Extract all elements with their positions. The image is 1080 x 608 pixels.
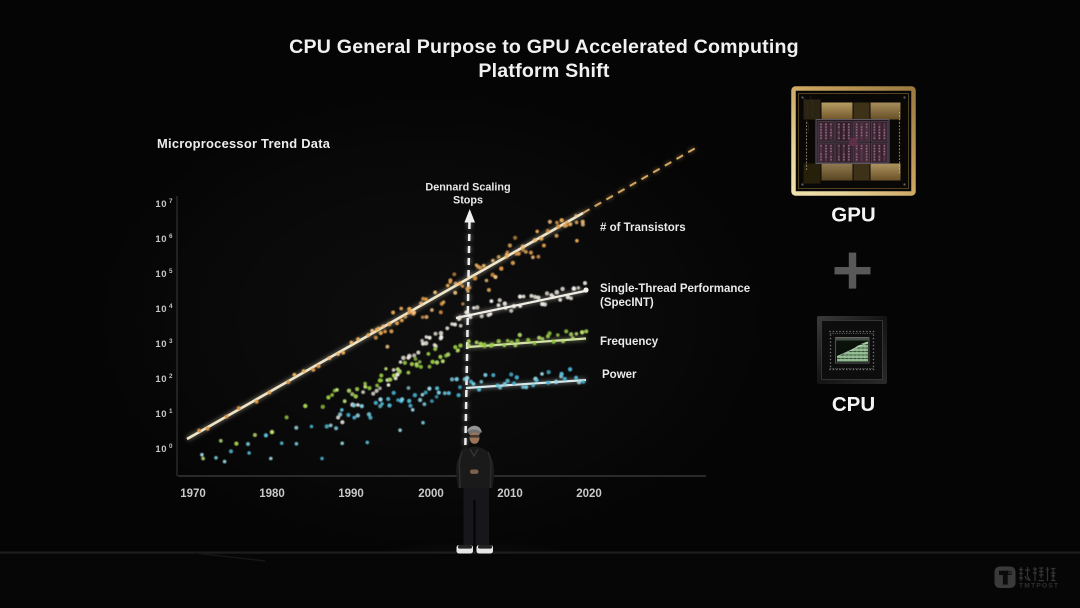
svg-text:10: 10: [155, 199, 167, 210]
svg-text:Single-Thread Performance: Single-Thread Performance: [600, 283, 750, 295]
svg-text:1: 1: [169, 408, 173, 415]
svg-text:2: 2: [169, 373, 173, 380]
svg-text:TMTPOST: TMTPOST: [1019, 583, 1059, 590]
svg-text:10: 10: [155, 234, 167, 245]
svg-text:10: 10: [155, 269, 167, 280]
svg-text:5: 5: [169, 268, 173, 275]
svg-text:GPU: GPU: [831, 204, 875, 227]
svg-text:Power: Power: [602, 369, 637, 381]
svg-text:CPU: CPU: [832, 393, 875, 416]
svg-text:Frequency: Frequency: [600, 336, 659, 348]
svg-text:7: 7: [169, 198, 173, 205]
svg-text:0: 0: [169, 443, 173, 450]
svg-text:10: 10: [155, 339, 167, 350]
svg-text:10: 10: [155, 374, 167, 385]
svg-text:Dennard Scaling: Dennard Scaling: [425, 182, 510, 194]
svg-text:Microprocessor Trend Data: Microprocessor Trend Data: [157, 136, 331, 151]
svg-text:4: 4: [169, 303, 173, 310]
svg-text:2010: 2010: [497, 488, 523, 500]
svg-text:6: 6: [169, 233, 173, 240]
svg-text:1980: 1980: [259, 488, 285, 500]
svg-text:2000: 2000: [418, 488, 444, 500]
svg-text:10: 10: [155, 409, 167, 420]
svg-text:1990: 1990: [338, 488, 364, 500]
svg-text:1970: 1970: [180, 488, 206, 500]
svg-text:(SpecINT): (SpecINT): [600, 297, 654, 309]
svg-text:10: 10: [155, 304, 167, 315]
svg-text:Stops: Stops: [453, 195, 483, 207]
svg-text:10: 10: [155, 444, 167, 455]
svg-text:3: 3: [169, 338, 173, 345]
svg-text:# of Transistors: # of Transistors: [600, 222, 686, 234]
svg-text:2020: 2020: [576, 488, 602, 500]
